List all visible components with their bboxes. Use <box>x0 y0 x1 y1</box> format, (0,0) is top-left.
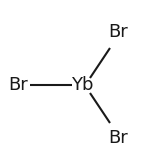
Text: Br: Br <box>108 129 128 147</box>
Text: Yb: Yb <box>71 76 93 94</box>
Text: Br: Br <box>108 23 128 41</box>
Text: Br: Br <box>8 76 28 94</box>
